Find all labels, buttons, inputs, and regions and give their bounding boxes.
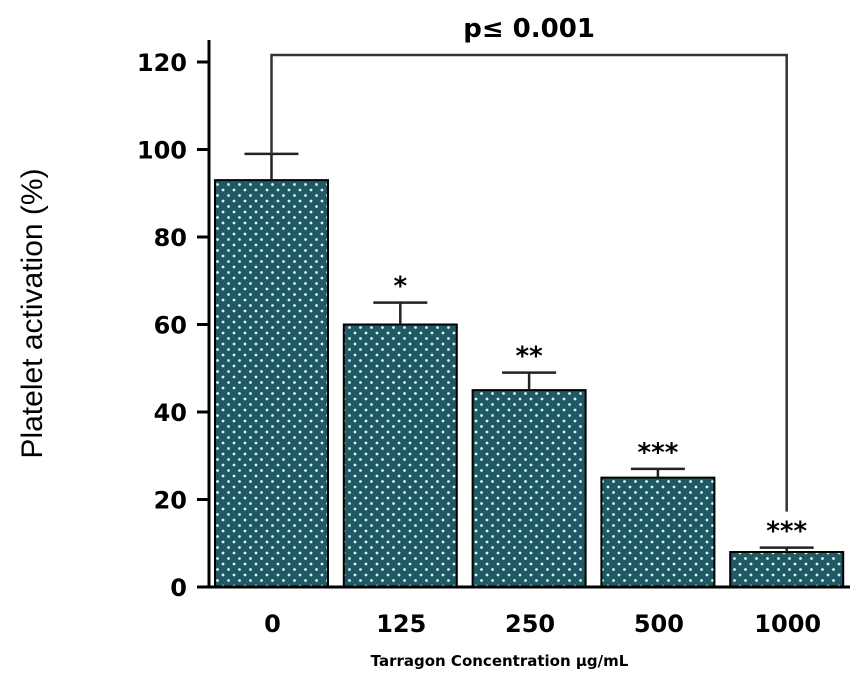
y-tick-label: 120: [137, 49, 187, 77]
x-tick-label: 0: [264, 610, 281, 638]
y-tick-label: 40: [154, 399, 187, 427]
x-tick-label: 125: [376, 610, 426, 638]
bracket-line: [270, 53, 788, 512]
bar: [342, 323, 458, 588]
x-tick-label: 1000: [754, 610, 821, 638]
significance-stars: **: [515, 342, 543, 372]
bar: [729, 551, 845, 588]
significance-stars: ***: [638, 438, 679, 468]
bar: [600, 476, 716, 588]
y-ticks-layer: 0 20 40 60 80 100 120: [137, 49, 209, 602]
significance-layer: *********: [393, 272, 807, 547]
x-tick-label: 500: [634, 610, 684, 638]
y-axis-title: Platelet activation (%): [16, 168, 49, 458]
bar: [471, 389, 587, 588]
y-tick-label: 80: [154, 224, 187, 252]
y-tick-label: 20: [154, 487, 187, 515]
x-axis-title: Tarragon Concentration µg/mL: [371, 652, 629, 670]
axes-layer: [207, 40, 850, 589]
y-tick-label: 0: [170, 574, 187, 602]
x-tick-label: 250: [505, 610, 555, 638]
y-tick-label: 60: [154, 312, 187, 340]
significance-bracket: p≤ 0.001: [270, 14, 788, 512]
y-tick-label: 100: [137, 137, 187, 165]
bar: [214, 179, 329, 588]
significance-stars: *: [393, 272, 407, 302]
x-ticks-layer: 0 125 250 500 1000: [264, 610, 821, 638]
p-value-label: p≤ 0.001: [463, 14, 595, 44]
significance-stars: ***: [766, 517, 807, 547]
